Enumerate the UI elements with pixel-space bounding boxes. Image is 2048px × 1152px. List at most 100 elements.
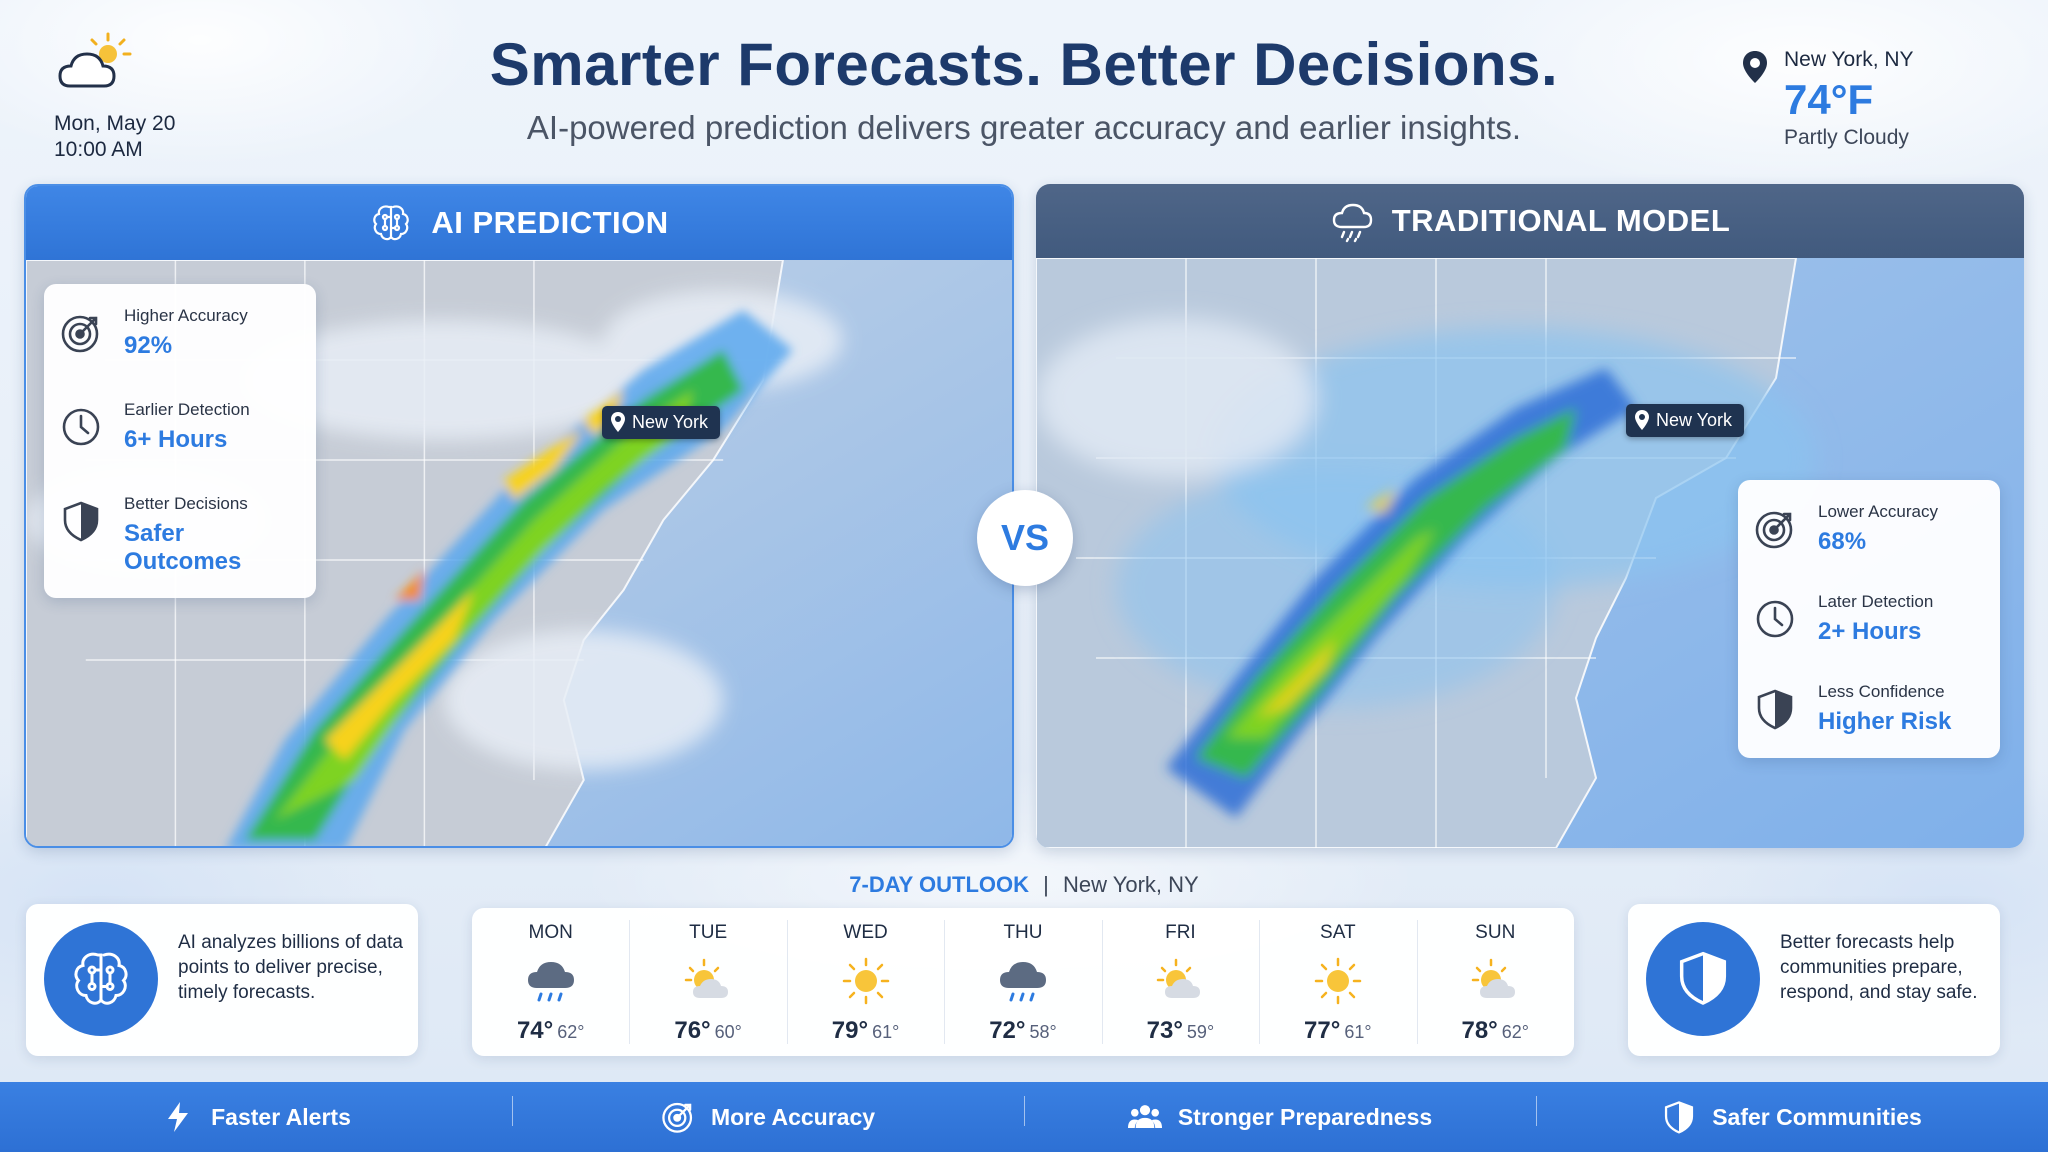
benefits-bar: Faster Alerts More Accuracy Stronger Pre…: [0, 1082, 2048, 1152]
day-low: 61°: [1344, 1022, 1372, 1042]
ai-panel-title: AI PREDICTION: [431, 205, 669, 240]
location-pin-icon: [1743, 51, 1767, 83]
partly-cloudy-icon: [1471, 958, 1516, 998]
cloud-rain-icon: [1332, 203, 1372, 243]
ai-radar-map: New York Higher Accuracy 92% Earlier Det…: [26, 260, 1012, 846]
sun-icon: [842, 957, 889, 1005]
ai-map-new-york-label: New York: [602, 406, 721, 439]
forecast-day: WED 79° 61°: [786, 908, 944, 1056]
benefit-label: More Accuracy: [710, 1103, 876, 1130]
ai-map-label-text: New York: [632, 412, 709, 432]
trad-stat-label: Less Confidence: [1818, 682, 1945, 701]
day-name: WED: [843, 922, 888, 943]
current-location: New York, NY: [1784, 48, 1914, 71]
outlook-separator: |: [1043, 872, 1049, 897]
current-datetime: Mon, May 20 10:00 AM: [54, 30, 214, 163]
benefit-more-accuracy: More Accuracy: [512, 1096, 1024, 1134]
partly-cloudy-icon: [58, 32, 132, 88]
shield-icon: [1757, 689, 1793, 730]
day-name: SUN: [1475, 922, 1516, 943]
current-time: 10:00 AM: [54, 138, 143, 161]
trad-panel-header: TRADITIONAL MODEL: [1036, 184, 2024, 258]
ai-stat-value: 92%: [124, 332, 173, 359]
brain-icon: [373, 205, 410, 241]
brain-icon: [74, 952, 128, 1005]
benefit-label: Safer Communities: [1712, 1103, 1922, 1130]
traditional-model-panel: TRADITIONAL MODEL: [1036, 184, 2024, 848]
day-low: 62°: [557, 1022, 585, 1042]
trad-stat-value: 2+ Hours: [1818, 618, 1922, 645]
day-name: FRI: [1165, 922, 1196, 943]
day-low: 59°: [1186, 1022, 1215, 1042]
day-name: TUE: [689, 922, 728, 943]
forecast-day: THU 72° 58°: [944, 908, 1101, 1056]
trad-radar-map: New York Lower Accuracy 68% Later Detect…: [1036, 258, 2024, 848]
trad-stats-card: Lower Accuracy 68% Later Detection 2+ Ho…: [1738, 480, 2000, 758]
lightning-icon: [168, 1102, 189, 1132]
outlook-location: New York, NY: [1062, 872, 1199, 897]
trad-stat-detection: Later Detection 2+ Hours: [1754, 592, 1984, 646]
seven-day-forecast: MON 74° 62° TUE 76° 60° WED 79° 61° THU 72°…: [472, 908, 1574, 1056]
ai-info-text: AI analyzes billions of data points to d…: [178, 932, 403, 1003]
clock-icon: [62, 408, 100, 446]
ai-stat-value: 6+ Hours: [124, 426, 228, 453]
day-low: 61°: [872, 1022, 900, 1042]
page-subtitle: AI-powered prediction delivers greater a…: [526, 109, 1522, 146]
ai-stat-label: Higher Accuracy: [124, 306, 248, 325]
day-high: 77°: [1304, 1017, 1341, 1044]
outlook-title: 7-DAY OUTLOOK | New York, NY: [0, 872, 2048, 898]
benefit-label: Stronger Preparedness: [1177, 1103, 1433, 1130]
day-high: 73°: [1146, 1017, 1183, 1044]
trad-stat-label: Lower Accuracy: [1818, 502, 1938, 521]
day-high: 72°: [989, 1017, 1026, 1044]
shield-icon: [1665, 1101, 1694, 1134]
day-name: SAT: [1320, 922, 1356, 943]
ai-info-card: AI analyzes billions of data points to d…: [26, 904, 418, 1056]
sun-icon: [1314, 957, 1362, 1005]
trad-map-label-text: New York: [1656, 410, 1733, 430]
benefit-label: Faster Alerts: [211, 1103, 351, 1130]
ai-stats-card: Higher Accuracy 92% Earlier Detection 6+…: [44, 284, 316, 598]
trad-stat-value: Higher Risk: [1818, 708, 1952, 735]
day-high: 79°: [831, 1017, 869, 1044]
partly-cloudy-icon: [1157, 958, 1201, 998]
day-high: 78°: [1461, 1017, 1498, 1044]
partly-cloudy-icon: [684, 958, 729, 998]
trad-panel-title: TRADITIONAL MODEL: [1391, 203, 1731, 238]
shield-icon-badge: [1646, 922, 1760, 1036]
benefit-safer-communities: Safer Communities: [1536, 1096, 2048, 1134]
forecast-day: FRI 73° 59°: [1101, 908, 1259, 1056]
trad-stat-confidence: Less Confidence Higher Risk: [1754, 682, 1984, 736]
forecast-day: MON 74° 62°: [472, 908, 629, 1056]
current-conditions: New York, NY 74°F Partly Cloudy: [1743, 48, 1994, 150]
target-icon: [662, 1102, 693, 1133]
day-high: 74°: [516, 1017, 554, 1044]
ai-panel-header: AI PREDICTION: [26, 186, 1012, 260]
ai-stat-decisions: Better Decisions Safer Outcomes: [60, 494, 300, 576]
day-low: 60°: [714, 1022, 742, 1042]
people-icon: [1127, 1105, 1162, 1129]
page-title: Smarter Forecasts. Better Decisions.: [489, 31, 1559, 98]
trad-stat-accuracy: Lower Accuracy 68%: [1754, 502, 1984, 556]
forecast-day: SUN 78° 62°: [1416, 908, 1574, 1056]
brain-icon-badge: [44, 922, 158, 1036]
day-name: MON: [528, 922, 573, 943]
clock-icon: [1756, 600, 1794, 638]
current-date: Mon, May 20: [54, 112, 176, 135]
day-low: 58°: [1029, 1022, 1057, 1042]
day-low: 62°: [1501, 1022, 1529, 1042]
target-icon: [61, 315, 99, 353]
rain-icon: [999, 962, 1046, 1002]
rain-icon: [527, 962, 574, 1002]
day-high: 76°: [674, 1017, 711, 1044]
community-info-card: Better forecasts help communities prepar…: [1628, 904, 2000, 1056]
community-info-text: Better forecasts help communities prepar…: [1780, 932, 1978, 1003]
ai-stat-label: Earlier Detection: [124, 400, 250, 419]
benefit-faster-alerts: Faster Alerts: [0, 1100, 512, 1134]
vs-badge: VS: [977, 490, 1073, 586]
location-pin-icon: [611, 412, 625, 432]
ai-stat-value: Safer Outcomes: [124, 520, 242, 575]
shield-icon: [63, 501, 99, 542]
ai-stat-accuracy: Higher Accuracy 92%: [60, 306, 300, 360]
outlook-heading: 7-DAY OUTLOOK: [849, 872, 1029, 897]
